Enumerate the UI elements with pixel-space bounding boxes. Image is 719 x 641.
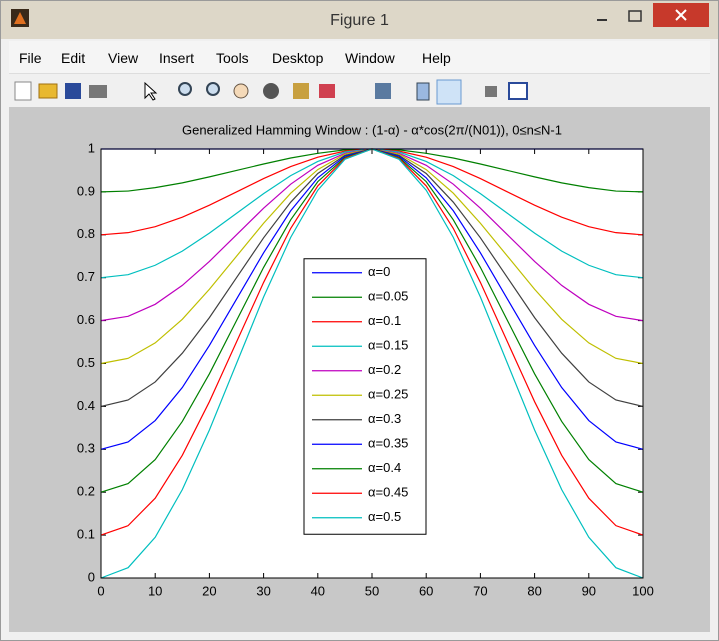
zoom-in-button[interactable] xyxy=(178,82,192,96)
menu-item[interactable]: View xyxy=(108,50,139,66)
brush-button[interactable] xyxy=(319,84,335,98)
zoom-out-button[interactable] xyxy=(206,82,220,96)
y-tick-label: 0.8 xyxy=(77,226,95,241)
edit-plot-button[interactable] xyxy=(144,81,158,101)
legend-label: α=0.05 xyxy=(368,289,408,304)
legend-label: α=0.4 xyxy=(368,460,401,475)
menu-item[interactable]: Tools xyxy=(216,50,249,66)
legend-label: α=0.3 xyxy=(368,411,401,426)
hide-tools-button[interactable] xyxy=(485,86,497,97)
legend-label: α=0.45 xyxy=(368,485,408,500)
legend-label: α=0.2 xyxy=(368,362,401,377)
menu-item[interactable]: Edit xyxy=(61,50,86,66)
y-tick-label: 0.5 xyxy=(77,355,95,370)
x-tick-label: 10 xyxy=(148,583,162,598)
close-glyph xyxy=(675,9,687,21)
y-tick-label: 0.1 xyxy=(77,527,95,542)
menu-item[interactable]: Window xyxy=(345,50,395,66)
window-title: Figure 1 xyxy=(330,12,389,29)
title-bar: Figure 1 xyxy=(1,1,718,39)
legend-label: α=0.5 xyxy=(368,509,401,524)
y-tick-label: 0.2 xyxy=(77,484,95,499)
menu-item[interactable]: Help xyxy=(422,50,451,66)
print-button[interactable] xyxy=(89,85,107,98)
maximize-button[interactable] xyxy=(628,10,642,22)
colorbar-button[interactable] xyxy=(416,82,430,101)
open-button[interactable] xyxy=(38,83,58,99)
y-tick-label: 1 xyxy=(88,140,95,155)
legend-label: α=0.1 xyxy=(368,313,401,328)
y-tick-label: 0.9 xyxy=(77,183,95,198)
x-tick-label: 90 xyxy=(582,583,596,598)
y-tick-label: 0.7 xyxy=(77,269,95,284)
menu-item[interactable]: File xyxy=(19,50,42,66)
toolbar xyxy=(9,73,710,108)
menu-bar: File Edit View Insert Tools Desktop Window Help xyxy=(9,41,710,73)
legend-box xyxy=(303,258,427,535)
x-tick-label: 0 xyxy=(97,583,104,598)
chart-title: Generalized Hamming Window : (1-α) - α*c… xyxy=(182,122,562,137)
x-tick-label: 20 xyxy=(202,583,216,598)
y-tick-label: 0.6 xyxy=(77,312,95,327)
x-tick-label: 30 xyxy=(256,583,270,598)
new-figure-button[interactable] xyxy=(14,81,32,101)
axes-frame xyxy=(100,148,644,579)
title-bar-icons xyxy=(11,3,709,27)
x-tick-label: 100 xyxy=(632,583,654,598)
legend-label: α=0.25 xyxy=(368,387,408,402)
legend-label: α=0 xyxy=(368,264,390,279)
y-tick-label: 0.4 xyxy=(77,398,95,413)
x-tick-label: 40 xyxy=(311,583,325,598)
legend-button[interactable] xyxy=(436,79,462,105)
minimize-button[interactable] xyxy=(597,19,607,21)
toolbar-icons xyxy=(14,79,528,105)
data-cursor-button[interactable] xyxy=(293,83,309,99)
y-tick-label: 0.3 xyxy=(77,441,95,456)
pan-button[interactable] xyxy=(233,83,249,99)
link-button[interactable] xyxy=(375,83,391,99)
legend-label: α=0.15 xyxy=(368,338,408,353)
menu-item[interactable]: Insert xyxy=(159,50,195,66)
x-tick-label: 60 xyxy=(419,583,433,598)
chart: Generalized Hamming Window : (1-α) - α*c… xyxy=(9,107,710,632)
menu-item[interactable]: Desktop xyxy=(272,50,324,66)
x-tick-label: 50 xyxy=(365,583,379,598)
show-tools-button[interactable] xyxy=(508,82,528,100)
rotate-button[interactable] xyxy=(263,83,279,99)
save-button[interactable] xyxy=(65,83,81,99)
x-tick-label: 70 xyxy=(473,583,487,598)
x-tick-label: 80 xyxy=(527,583,541,598)
y-tick-label: 0 xyxy=(88,569,95,584)
app-icon-glyph xyxy=(14,12,26,24)
legend-label: α=0.35 xyxy=(368,436,408,451)
